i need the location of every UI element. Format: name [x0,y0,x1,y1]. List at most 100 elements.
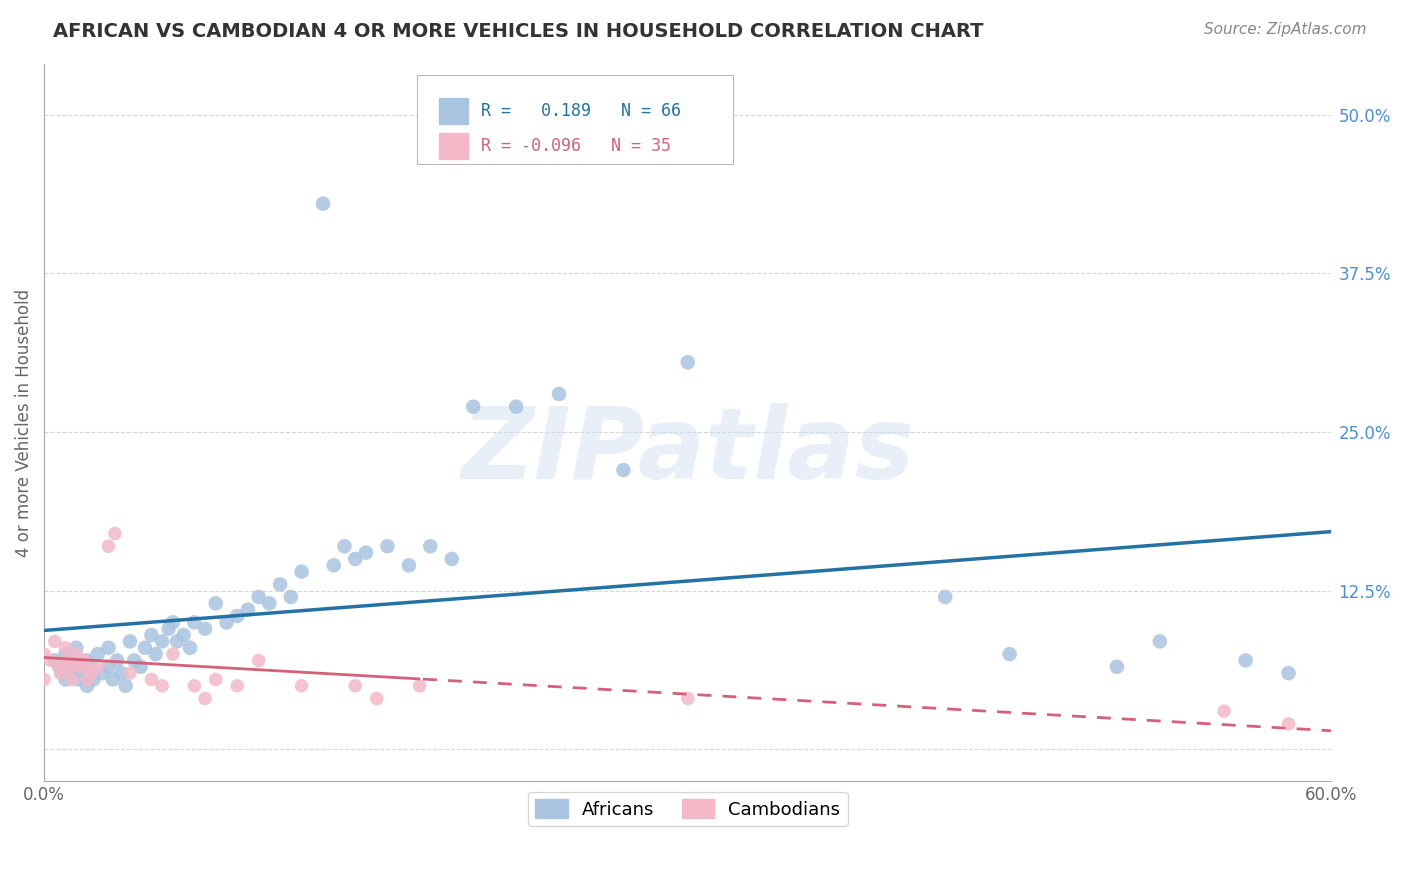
Point [105,653,128,667]
Point [67,660,90,674]
Point [97,539,120,553]
Point [65,640,87,655]
Point [173,628,195,642]
Point [44,634,66,648]
Point [76,653,98,667]
Point [194,691,217,706]
Point [204,596,226,610]
Point [226,609,249,624]
Point [166,634,188,648]
Point [247,590,270,604]
Point [1149,634,1171,648]
Point [440,552,463,566]
Point [548,387,571,401]
Point [72,653,94,667]
Point [259,596,281,610]
Point [55,653,77,667]
Point [48,660,70,674]
Point [290,679,312,693]
Text: ZIPatlas: ZIPatlas [461,402,914,500]
Point [97,660,120,674]
Point [55,647,77,661]
Point [1234,653,1257,667]
Point [134,640,156,655]
Point [122,653,145,667]
Point [118,634,141,648]
Point [377,539,399,553]
Point [344,552,367,566]
Point [51,666,73,681]
Point [114,679,136,693]
Y-axis label: 4 or more Vehicles in Household: 4 or more Vehicles in Household [15,288,32,557]
Point [141,628,163,642]
Point [82,673,104,687]
Point [215,615,238,630]
FancyBboxPatch shape [418,75,733,164]
Point [183,615,205,630]
Point [59,653,82,667]
Point [87,647,110,661]
Point [676,691,699,706]
Point [91,666,114,681]
Point [247,653,270,667]
Point [236,603,259,617]
Point [1105,660,1128,674]
Point [408,679,430,693]
Point [269,577,291,591]
Point [354,545,377,559]
Point [290,565,312,579]
Point [51,666,73,681]
Point [97,640,120,655]
Point [419,539,441,553]
Point [32,647,55,661]
Point [463,400,485,414]
Point [150,634,173,648]
Point [934,590,956,604]
Point [145,647,167,661]
Bar [439,98,468,124]
Point [179,640,201,655]
Point [72,666,94,681]
Point [333,539,356,553]
Point [280,590,302,604]
Point [76,660,98,674]
Point [55,673,77,687]
Point [1277,717,1299,731]
Text: R = -0.096   N = 35: R = -0.096 N = 35 [481,137,671,155]
Point [226,679,249,693]
Point [67,673,90,687]
Text: AFRICAN VS CAMBODIAN 4 OR MORE VEHICLES IN HOUSEHOLD CORRELATION CHART: AFRICAN VS CAMBODIAN 4 OR MORE VEHICLES … [53,22,984,41]
Point [80,666,103,681]
Point [59,660,82,674]
Point [998,647,1021,661]
Point [505,400,527,414]
Point [312,196,335,211]
Point [110,666,132,681]
Bar [439,133,468,159]
Point [104,526,127,541]
Point [157,622,180,636]
Point [65,647,87,661]
Point [129,660,152,674]
Point [39,653,62,667]
Point [44,653,66,667]
Text: R =   0.189   N = 66: R = 0.189 N = 66 [481,103,681,120]
Point [194,622,217,636]
Point [366,691,388,706]
Point [1213,704,1236,718]
Point [398,558,420,573]
Point [612,463,634,477]
Point [204,673,226,687]
Point [76,673,98,687]
Point [183,679,205,693]
Point [1277,666,1299,681]
Point [87,660,110,674]
Point [48,660,70,674]
Point [322,558,344,573]
Point [76,679,98,693]
Legend: Africans, Cambodians: Africans, Cambodians [527,792,848,826]
Point [32,673,55,687]
Point [101,673,124,687]
Point [141,673,163,687]
Point [344,679,367,693]
